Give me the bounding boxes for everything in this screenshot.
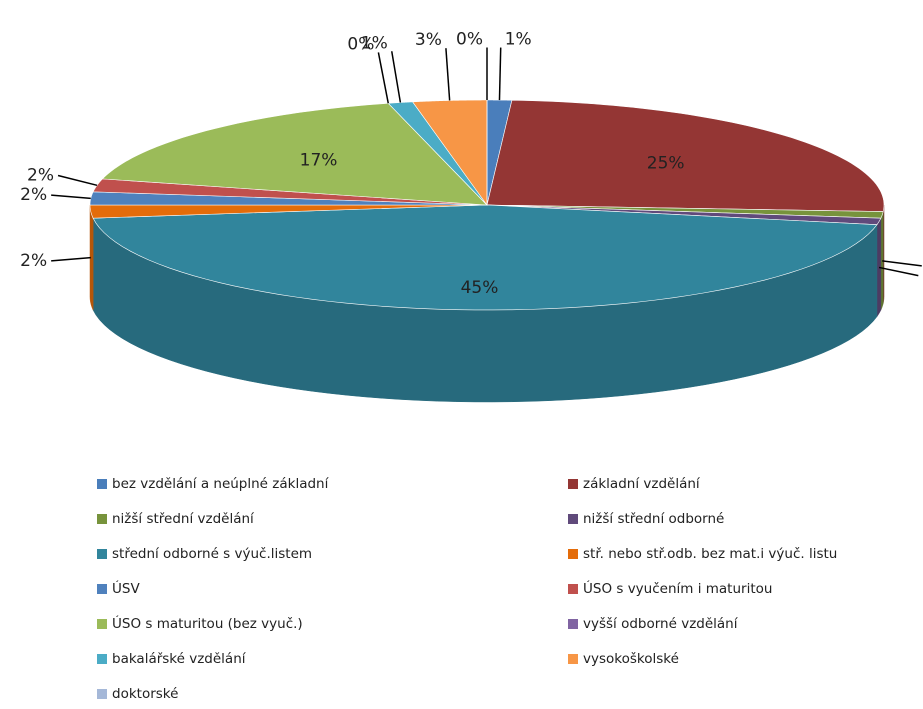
legend-label: bez vzdělání a neúplné základní — [112, 476, 330, 492]
legend-swatch — [97, 549, 107, 559]
legend-label: ÚSO s maturitou (bez vyuč.) — [112, 614, 303, 632]
pie-slice — [412, 99, 488, 206]
legend-label: doktorské — [112, 686, 178, 702]
legend-label: nižší střední vzdělání — [112, 511, 255, 527]
legend-swatch — [97, 689, 107, 699]
legend-label: nižší střední odborné — [583, 511, 724, 527]
legend-swatch — [568, 654, 578, 664]
leader-line — [51, 256, 91, 262]
data-label: 2% — [27, 165, 54, 185]
data-label: 3% — [415, 30, 442, 50]
legend-label: základní vzdělání — [583, 476, 701, 492]
legend-swatch — [97, 479, 107, 489]
data-label: 0% — [456, 30, 483, 50]
leader-line — [390, 51, 402, 103]
legend-swatch — [568, 514, 578, 524]
legend-swatch — [97, 619, 107, 629]
leader-line — [445, 48, 451, 101]
legend-swatch — [568, 479, 578, 489]
data-label: 25% — [647, 153, 685, 173]
legend-swatch — [568, 584, 578, 594]
leader-line — [57, 174, 98, 187]
legend-swatch — [97, 514, 107, 524]
legend-swatch — [97, 584, 107, 594]
legend-label: ÚSO s vyučením i maturitou — [583, 579, 772, 597]
legend-label: vyšší odborné vzdělání — [583, 616, 739, 632]
legend-label: ÚSV — [112, 579, 140, 597]
data-label: 1% — [505, 30, 532, 50]
data-label: 17% — [300, 150, 338, 170]
data-label: 2% — [20, 251, 47, 271]
legend-label: vysokoškolské — [583, 651, 679, 667]
data-label: 45% — [461, 278, 499, 298]
legend-label: bakalářské vzdělání — [112, 651, 247, 667]
legend-swatch — [568, 619, 578, 629]
data-label: 1% — [361, 33, 388, 53]
pie-slice — [92, 204, 878, 311]
data-label: 2% — [20, 185, 47, 205]
pie-slice — [387, 101, 488, 206]
data-label: 0% — [347, 34, 374, 54]
leader-line — [882, 260, 922, 267]
legend-swatch — [97, 654, 107, 664]
legend-label: stř. nebo stř.odb. bez mat.i výuč. listu — [583, 546, 837, 562]
leader-line — [377, 52, 390, 104]
leader-line — [51, 194, 91, 200]
pie-slice — [89, 204, 488, 219]
leader-line — [498, 47, 502, 101]
pie-slice — [101, 102, 488, 206]
leader-line — [878, 266, 919, 277]
legend-label: střední odborné s výuč.listem — [112, 546, 312, 562]
legend-swatch — [568, 549, 578, 559]
pie-slice — [486, 99, 885, 212]
